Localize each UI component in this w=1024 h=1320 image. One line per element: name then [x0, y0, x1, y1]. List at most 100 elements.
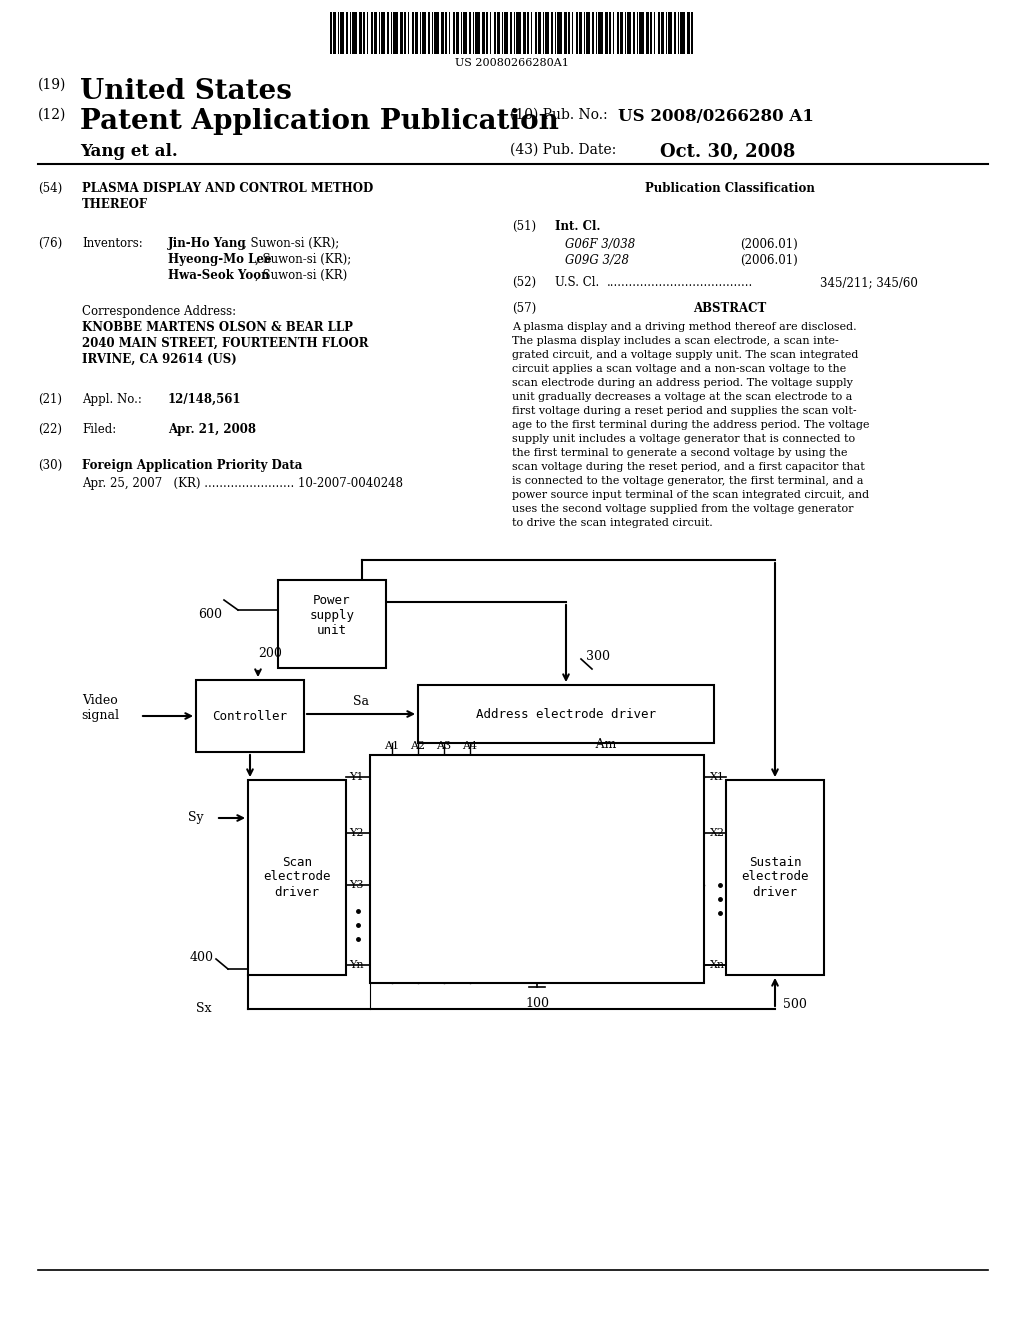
Text: Sy: Sy	[188, 812, 204, 825]
Text: US 2008/0266280 A1: US 2008/0266280 A1	[618, 108, 814, 125]
Text: A4: A4	[463, 741, 477, 751]
Bar	[568, 12, 570, 54]
Bar	[359, 12, 362, 54]
Bar	[362, 12, 365, 54]
Bar	[404, 12, 406, 54]
Bar	[445, 12, 447, 54]
Bar	[620, 12, 623, 54]
Text: is connected to the voltage generator, the first terminal, and a: is connected to the voltage generator, t…	[512, 477, 863, 486]
Text: 200: 200	[258, 647, 282, 660]
Bar	[381, 12, 385, 54]
Bar	[393, 12, 398, 54]
Bar	[617, 12, 618, 54]
Text: Sa: Sa	[353, 696, 369, 708]
Text: (2006.01): (2006.01)	[740, 238, 798, 251]
Bar	[412, 12, 414, 54]
Text: 100: 100	[525, 997, 549, 1010]
Bar	[575, 12, 578, 54]
Text: (19): (19)	[38, 78, 67, 92]
Text: US 20080266280A1: US 20080266280A1	[455, 58, 569, 69]
Text: 300: 300	[586, 649, 610, 663]
Text: , Suwon-si (KR): , Suwon-si (KR)	[255, 269, 347, 282]
Text: age to the first terminal during the address period. The voltage: age to the first terminal during the add…	[512, 420, 869, 430]
Text: PLASMA DISPLAY AND CONTROL METHOD: PLASMA DISPLAY AND CONTROL METHOD	[82, 182, 374, 195]
Text: Address electrode driver: Address electrode driver	[476, 708, 656, 721]
Text: (76): (76)	[38, 238, 62, 249]
Text: Inventors:: Inventors:	[82, 238, 142, 249]
Bar	[662, 12, 664, 54]
Text: 12/148,561: 12/148,561	[168, 393, 242, 407]
Text: (43) Pub. Date:: (43) Pub. Date:	[510, 143, 616, 157]
Text: circuit applies a scan voltage and a non-scan voltage to the: circuit applies a scan voltage and a non…	[512, 364, 846, 374]
Bar	[633, 12, 635, 54]
Text: Hwa-Seok Yoon: Hwa-Seok Yoon	[168, 269, 269, 282]
Bar	[579, 12, 582, 54]
Bar	[441, 12, 444, 54]
Bar	[680, 12, 685, 54]
Text: Patent Application Publication: Patent Application Publication	[80, 108, 559, 135]
Text: Y2: Y2	[349, 828, 364, 838]
Text: Jin-Ho Yang: Jin-Ho Yang	[168, 238, 247, 249]
Text: to drive the scan integrated circuit.: to drive the scan integrated circuit.	[512, 517, 713, 528]
Text: Yang et al.: Yang et al.	[80, 143, 178, 160]
Text: X2: X2	[710, 828, 725, 838]
Bar	[370, 755, 705, 983]
Bar	[340, 12, 344, 54]
Text: 400: 400	[190, 950, 214, 964]
Text: , Suwon-si (KR);: , Suwon-si (KR);	[255, 253, 351, 267]
Bar	[658, 12, 660, 54]
Text: Y1: Y1	[349, 772, 364, 781]
Text: ABSTRACT: ABSTRACT	[693, 302, 767, 315]
Bar	[418, 685, 714, 743]
Bar	[415, 12, 418, 54]
Bar	[535, 12, 537, 54]
Bar	[387, 12, 389, 54]
Bar	[687, 12, 690, 54]
Bar	[422, 12, 426, 54]
Text: Hyeong-Mo Lee: Hyeong-Mo Lee	[168, 253, 271, 267]
Bar	[333, 12, 336, 54]
Bar	[248, 780, 346, 975]
Text: IRVINE, CA 92614 (US): IRVINE, CA 92614 (US)	[82, 352, 237, 366]
Bar	[456, 12, 459, 54]
Text: The plasma display includes a scan electrode, a scan inte-: The plasma display includes a scan elect…	[512, 337, 839, 346]
Text: .......................................: .......................................	[607, 276, 754, 289]
Bar	[646, 12, 649, 54]
Bar	[475, 12, 480, 54]
Text: G09G 3/28: G09G 3/28	[565, 253, 629, 267]
Bar	[510, 12, 512, 54]
Text: (57): (57)	[512, 302, 537, 315]
Text: A3: A3	[436, 741, 452, 751]
Text: Correspondence Address:: Correspondence Address:	[82, 305, 237, 318]
Bar	[278, 579, 386, 668]
Text: scan voltage during the reset period, and a first capacitor that: scan voltage during the reset period, an…	[512, 462, 864, 473]
Text: the first terminal to generate a second voltage by using the: the first terminal to generate a second …	[512, 447, 848, 458]
Text: , Suwon-si (KR);: , Suwon-si (KR);	[243, 238, 339, 249]
Bar	[453, 12, 455, 54]
Text: uses the second voltage supplied from the voltage generator: uses the second voltage supplied from th…	[512, 504, 853, 513]
Bar	[564, 12, 567, 54]
Text: supply unit includes a voltage generator that is connected to: supply unit includes a voltage generator…	[512, 434, 855, 444]
Bar	[469, 12, 471, 54]
Text: Sustain
electrode
driver: Sustain electrode driver	[741, 855, 809, 899]
Bar	[668, 12, 672, 54]
Text: grated circuit, and a voltage supply unit. The scan integrated: grated circuit, and a voltage supply uni…	[512, 350, 858, 360]
Text: Appl. No.:: Appl. No.:	[82, 393, 142, 407]
Text: Foreign Application Priority Data: Foreign Application Priority Data	[82, 459, 302, 473]
Bar	[346, 12, 348, 54]
Bar	[691, 12, 693, 54]
Text: G06F 3/038: G06F 3/038	[565, 238, 635, 251]
Bar	[504, 12, 508, 54]
Text: X1: X1	[710, 772, 725, 781]
Text: A plasma display and a driving method thereof are disclosed.: A plasma display and a driving method th…	[512, 322, 857, 333]
Bar	[592, 12, 594, 54]
Text: first voltage during a reset period and supplies the scan volt-: first voltage during a reset period and …	[512, 407, 857, 416]
Text: unit gradually decreases a voltage at the scan electrode to a: unit gradually decreases a voltage at th…	[512, 392, 852, 403]
Bar	[650, 12, 652, 54]
Bar	[538, 12, 541, 54]
Bar	[400, 12, 403, 54]
Bar	[674, 12, 676, 54]
Text: A1: A1	[384, 741, 399, 751]
Text: A2: A2	[411, 741, 426, 751]
Bar	[726, 780, 824, 975]
